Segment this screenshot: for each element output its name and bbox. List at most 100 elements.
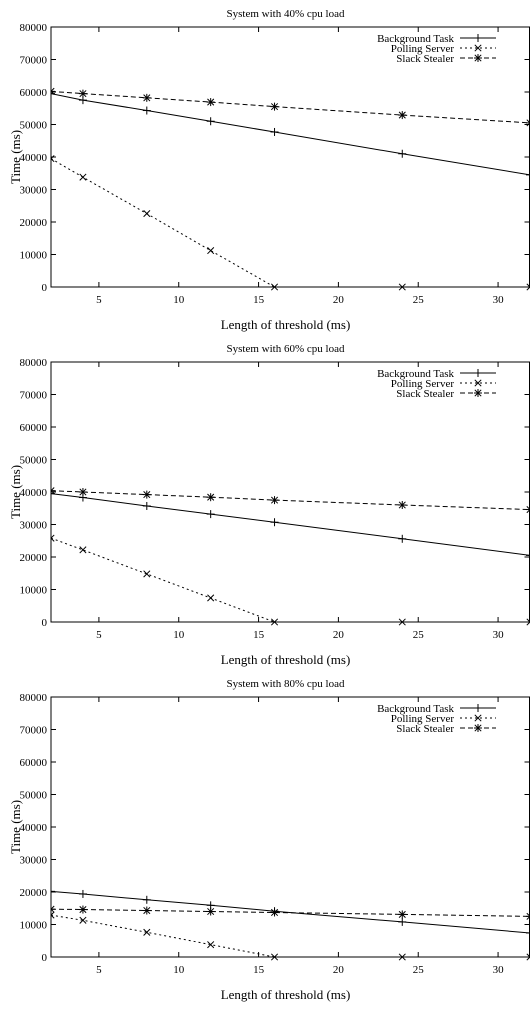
y-axis-title: Time (ms): [8, 130, 23, 184]
y-tick-label: 30000: [20, 520, 48, 532]
data-point: [270, 127, 279, 136]
legend-marker: [474, 369, 482, 377]
data-point: [78, 488, 87, 496]
x-tick-label: 10: [173, 294, 185, 306]
legend-marker: [474, 54, 482, 62]
series-line: [51, 490, 530, 511]
y-tick-label: 0: [42, 617, 48, 629]
y-axis-title: Time (ms): [8, 465, 23, 519]
data-point: [51, 887, 55, 896]
x-tick-label: 30: [493, 629, 505, 641]
x-tick-label: 25: [413, 964, 425, 976]
x-tick-label: 10: [173, 964, 185, 976]
x-tick-label: 5: [96, 294, 102, 306]
chart-panel-2: System with 60% cpu load 0 10000 20000 30000…: [8, 343, 530, 667]
y-tick-label: 80000: [20, 357, 48, 369]
data-point: [79, 916, 87, 924]
y-tick-label: 10000: [20, 250, 48, 262]
x-tick-label: 30: [493, 964, 505, 976]
y-tick-label: 10000: [20, 585, 48, 597]
y-tick-label: 80000: [20, 692, 48, 704]
series-slack-stealer: [51, 87, 530, 127]
data-point: [398, 953, 406, 961]
x-tick-label: 5: [96, 964, 102, 976]
legend-marker: [474, 34, 482, 42]
y-tick-label: 20000: [20, 217, 48, 229]
data-point: [206, 98, 215, 107]
series-background-task: [51, 89, 530, 179]
y-tick-label: 80000: [20, 22, 48, 34]
data-point: [270, 496, 279, 505]
data-point: [526, 551, 530, 560]
data-point: [51, 486, 55, 495]
data-point: [78, 889, 87, 898]
series-polling-server: [51, 534, 530, 626]
data-point: [143, 209, 151, 218]
y-tick-label: 70000: [20, 725, 48, 737]
legend-label: Slack Stealer: [396, 388, 454, 400]
data-point: [207, 941, 215, 949]
data-point: [398, 534, 407, 543]
x-axis-title: Length of threshold (ms): [221, 317, 351, 332]
series-line: [51, 158, 530, 288]
series-line: [51, 914, 530, 958]
data-point: [526, 953, 530, 961]
data-point: [206, 493, 215, 502]
y-tick-label: 70000: [20, 55, 48, 67]
legend-label: Background Task: [377, 368, 454, 380]
data-point: [270, 953, 279, 961]
y-tick-label: 40000: [20, 152, 48, 164]
data-point: [51, 911, 55, 919]
legend-marker: [474, 44, 482, 52]
data-point: [270, 908, 279, 917]
y-tick-label: 0: [42, 952, 48, 964]
data-point: [207, 247, 215, 255]
x-axis-title: Length of threshold (ms): [221, 652, 351, 667]
x-tick-label: 20: [333, 294, 345, 306]
data-point: [206, 510, 215, 519]
y-tick-label: 40000: [20, 487, 48, 499]
series-line: [51, 890, 530, 934]
x-tick-label: 5: [96, 629, 102, 641]
x-tick-label: 15: [253, 294, 265, 306]
data-point: [270, 102, 279, 111]
x-tick-label: 15: [253, 964, 265, 976]
x-tick-label: 20: [333, 964, 345, 976]
data-point: [398, 283, 406, 291]
plot-frame: [50, 26, 530, 288]
data-point: [526, 283, 530, 291]
legend-label: Polling Server: [391, 378, 455, 390]
data-point: [207, 594, 215, 602]
chart-panel-1: System with 40% cpu load 0 10000 20000 30000…: [8, 8, 530, 332]
data-point: [206, 117, 215, 126]
legend-marker: [474, 704, 482, 712]
y-tick-label: 20000: [20, 887, 48, 899]
legend-marker: [474, 379, 482, 387]
data-point: [79, 546, 87, 554]
y-tick-label: 50000: [20, 790, 48, 802]
legend-label: Slack Stealer: [396, 53, 454, 65]
y-tick-label: 60000: [20, 757, 48, 769]
x-tick-label: 15: [253, 629, 265, 641]
chart-title: System with 60% cpu load: [227, 343, 345, 355]
data-point: [142, 501, 151, 510]
data-point: [270, 283, 279, 291]
data-point: [78, 905, 87, 914]
data-point: [398, 917, 407, 926]
data-point: [143, 928, 151, 936]
data-point: [79, 173, 87, 181]
data-point: [526, 618, 530, 626]
y-tick-label: 60000: [20, 87, 48, 99]
data-point: [526, 170, 530, 179]
series-line: [51, 493, 530, 556]
series-polling-server: [51, 155, 530, 291]
x-tick-label: 25: [413, 629, 425, 641]
series-line: [51, 537, 530, 623]
plot-frame: [50, 361, 530, 623]
data-point: [51, 534, 55, 542]
legend-label: Background Task: [377, 703, 454, 715]
y-tick-label: 60000: [20, 422, 48, 434]
legend-marker: [474, 714, 482, 722]
